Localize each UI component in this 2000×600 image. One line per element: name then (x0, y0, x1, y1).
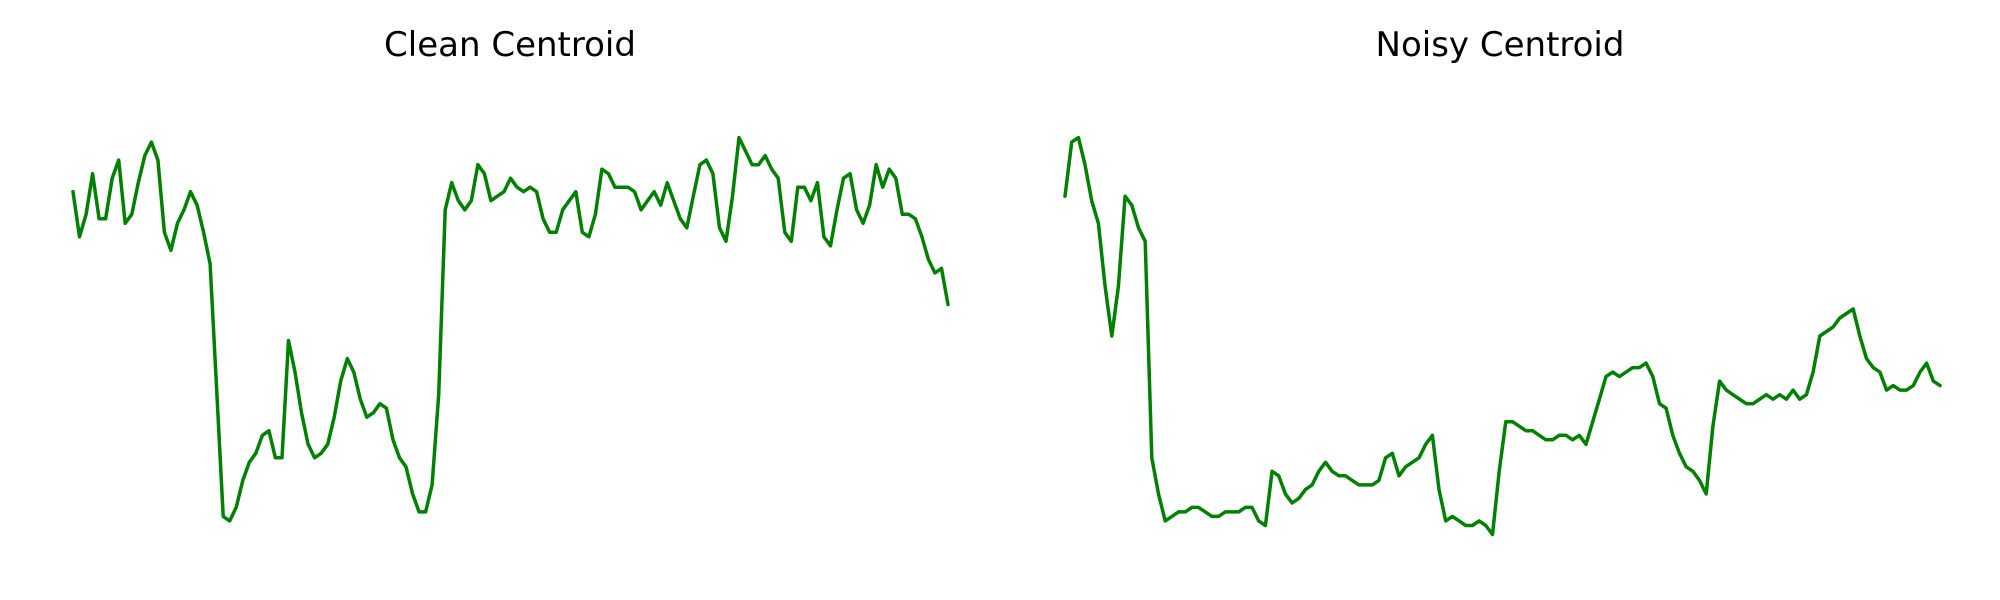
clean-centroid-title: Clean Centroid (384, 25, 636, 65)
clean-centroid-panel: Clean Centroid (71, 25, 950, 523)
clean-centroid-series-line (71, 135, 950, 523)
noisy-centroid-panel: Noisy Centroid (1063, 25, 1942, 537)
noisy-centroid-title: Noisy Centroid (1376, 25, 1625, 65)
noisy-centroid-series-line (1063, 135, 1942, 537)
